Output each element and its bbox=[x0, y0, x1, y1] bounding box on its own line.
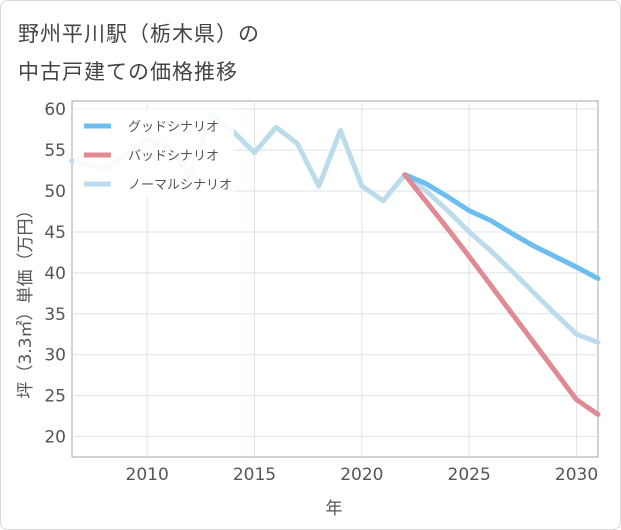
x-tick-label: 2010 bbox=[126, 465, 169, 485]
x-tick-label: 2020 bbox=[340, 465, 383, 485]
y-tick-label: 30 bbox=[44, 346, 66, 366]
series-line-1 bbox=[402, 172, 601, 417]
x-tick-label: 2025 bbox=[448, 465, 491, 485]
x-tick-label: 2015 bbox=[233, 465, 276, 485]
y-tick-label: 55 bbox=[44, 141, 66, 161]
y-tick-label: 60 bbox=[44, 100, 66, 120]
legend-label-2: ノーマルシナリオ bbox=[128, 178, 232, 193]
chart-title-line-2: 中古戸建ての価格推移 bbox=[18, 60, 238, 84]
legend-label-0: グッドシナリオ bbox=[128, 120, 219, 135]
y-tick-label: 35 bbox=[44, 305, 66, 325]
y-tick-labels: 20 25 30 35 40 45 50 55 60 bbox=[44, 100, 66, 447]
x-axis-label: 年 bbox=[326, 499, 343, 519]
x-tick-label: 2030 bbox=[555, 465, 598, 485]
y-tick-label: 20 bbox=[44, 428, 66, 448]
y-tick-label: 50 bbox=[44, 182, 66, 202]
series-line-0 bbox=[402, 172, 601, 282]
y-tick-label: 25 bbox=[44, 387, 66, 407]
y-tick-label: 40 bbox=[44, 264, 66, 284]
legend-label-1: バッドシナリオ bbox=[128, 149, 219, 164]
x-tick-labels: 2010 2015 2020 2025 2030 bbox=[126, 465, 599, 485]
y-tick-label: 45 bbox=[44, 223, 66, 243]
chart-title-line-1: 野州平川駅（栃木県）の bbox=[18, 22, 260, 46]
y-axis-label: 坪（3.3㎡）単価（万円） bbox=[16, 201, 36, 398]
